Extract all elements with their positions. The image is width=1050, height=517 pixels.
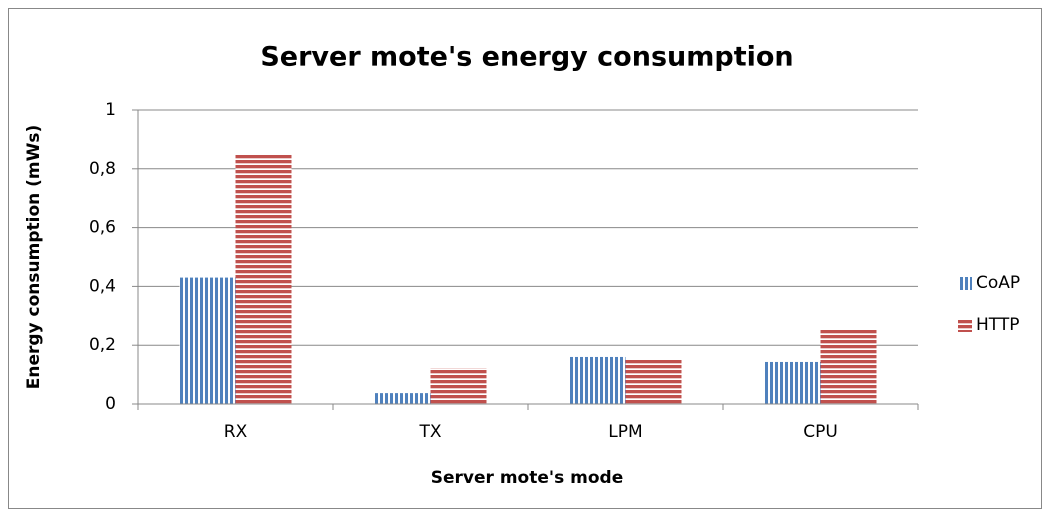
chart-border — [8, 8, 1042, 509]
bar — [569, 356, 626, 404]
x-tick-label: LPM — [608, 422, 642, 442]
x-tick-label: TX — [418, 422, 441, 442]
y-axis-title: Energy consumption (mWs) — [24, 125, 44, 390]
bar — [625, 359, 682, 404]
bar — [430, 368, 487, 404]
legend-label: HTTP — [976, 315, 1020, 335]
y-tick-label: 1 — [105, 100, 116, 120]
bar — [374, 393, 431, 404]
y-tick-label: 0,2 — [89, 335, 116, 355]
bar — [820, 329, 877, 404]
bar — [764, 361, 821, 404]
legend-label: CoAP — [976, 273, 1020, 293]
y-tick-label: 0,4 — [89, 276, 116, 296]
x-tick-label: CPU — [803, 422, 838, 442]
chart-title: Server mote's energy consumption — [260, 42, 793, 73]
legend-swatch — [958, 319, 972, 332]
bar — [179, 277, 236, 404]
x-tick-label: RX — [224, 422, 248, 442]
y-tick-label: 0,6 — [89, 218, 116, 238]
legend-swatch — [958, 277, 972, 290]
y-tick-label: 0 — [105, 394, 116, 414]
y-tick-label: 0,8 — [89, 159, 116, 179]
bar — [235, 154, 292, 404]
x-axis-title: Server mote's mode — [431, 468, 623, 488]
